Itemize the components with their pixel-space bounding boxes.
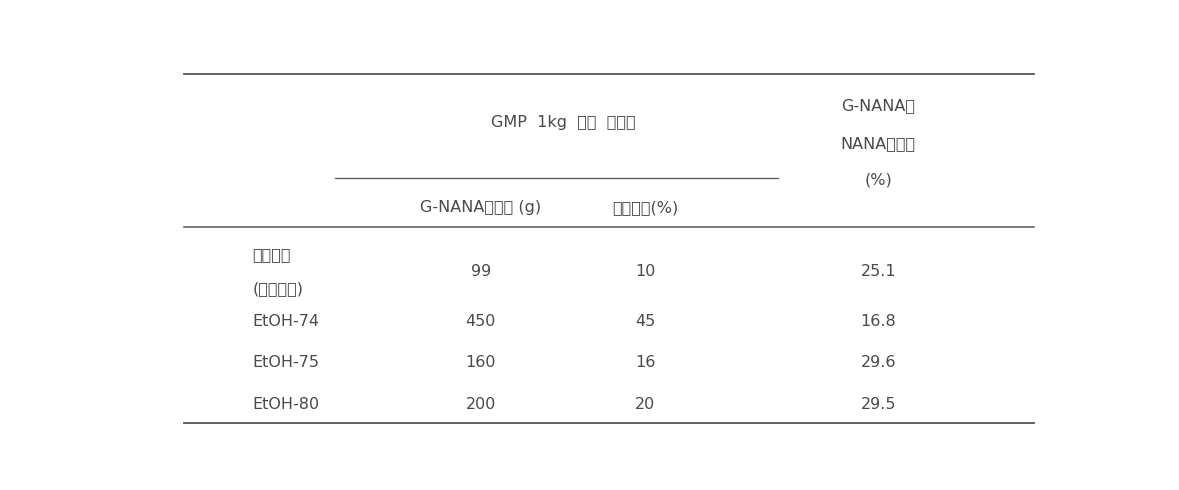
Text: EtOH-80: EtOH-80 bbox=[252, 396, 320, 412]
Text: 생산수율(%): 생산수율(%) bbox=[612, 200, 678, 215]
Text: 16.8: 16.8 bbox=[861, 314, 896, 328]
Text: 20: 20 bbox=[635, 396, 656, 412]
Text: (%): (%) bbox=[864, 172, 893, 187]
Text: 기존실험: 기존실험 bbox=[252, 247, 291, 263]
Text: EtOH-74: EtOH-74 bbox=[252, 314, 320, 328]
Text: (선행제조): (선행제조) bbox=[252, 281, 303, 296]
Text: GMP  1kg  대비  생산량: GMP 1kg 대비 생산량 bbox=[490, 116, 635, 130]
Text: 29.5: 29.5 bbox=[861, 396, 896, 412]
Text: 16: 16 bbox=[635, 355, 656, 370]
Text: 160: 160 bbox=[466, 355, 496, 370]
Text: 10: 10 bbox=[635, 265, 656, 279]
Text: EtOH-75: EtOH-75 bbox=[252, 355, 320, 370]
Text: 99: 99 bbox=[470, 265, 490, 279]
Text: NANA함유량: NANA함유량 bbox=[841, 136, 916, 151]
Text: G-NANA내: G-NANA내 bbox=[842, 98, 915, 114]
Text: 450: 450 bbox=[466, 314, 496, 328]
Text: 200: 200 bbox=[466, 396, 496, 412]
Text: G-NANA생산량 (g): G-NANA생산량 (g) bbox=[421, 200, 541, 215]
Text: 29.6: 29.6 bbox=[861, 355, 896, 370]
Text: 45: 45 bbox=[635, 314, 656, 328]
Text: 25.1: 25.1 bbox=[861, 265, 896, 279]
